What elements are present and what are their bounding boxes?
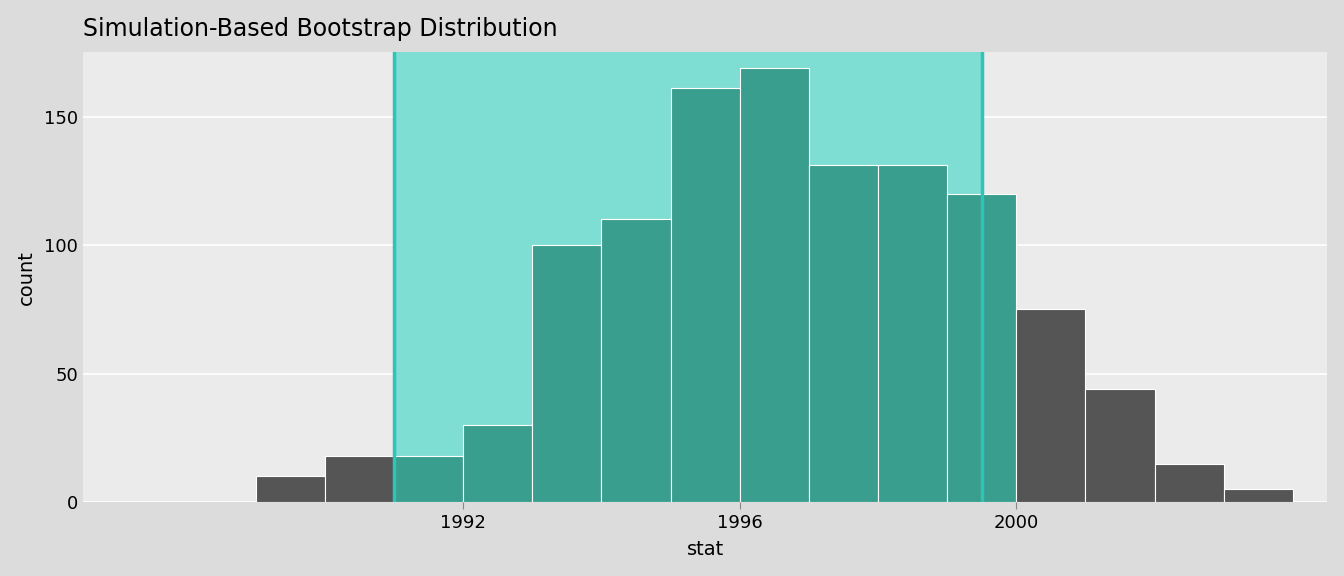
Bar <box>809 165 878 502</box>
Bar <box>1223 490 1293 502</box>
Text: Simulation-Based Bootstrap Distribution: Simulation-Based Bootstrap Distribution <box>83 17 558 41</box>
Bar <box>1154 464 1223 502</box>
Bar <box>325 456 394 502</box>
Bar <box>394 52 981 502</box>
Bar <box>671 88 739 502</box>
Y-axis label: count: count <box>16 250 36 305</box>
Bar <box>394 456 464 502</box>
Bar <box>1016 309 1086 502</box>
X-axis label: stat: stat <box>687 540 724 559</box>
Bar <box>948 194 1016 502</box>
Bar <box>255 476 325 502</box>
Bar <box>532 245 602 502</box>
Bar <box>602 219 671 502</box>
Bar <box>878 165 948 502</box>
Bar <box>464 425 532 502</box>
Bar <box>739 68 809 502</box>
Bar <box>1086 389 1154 502</box>
